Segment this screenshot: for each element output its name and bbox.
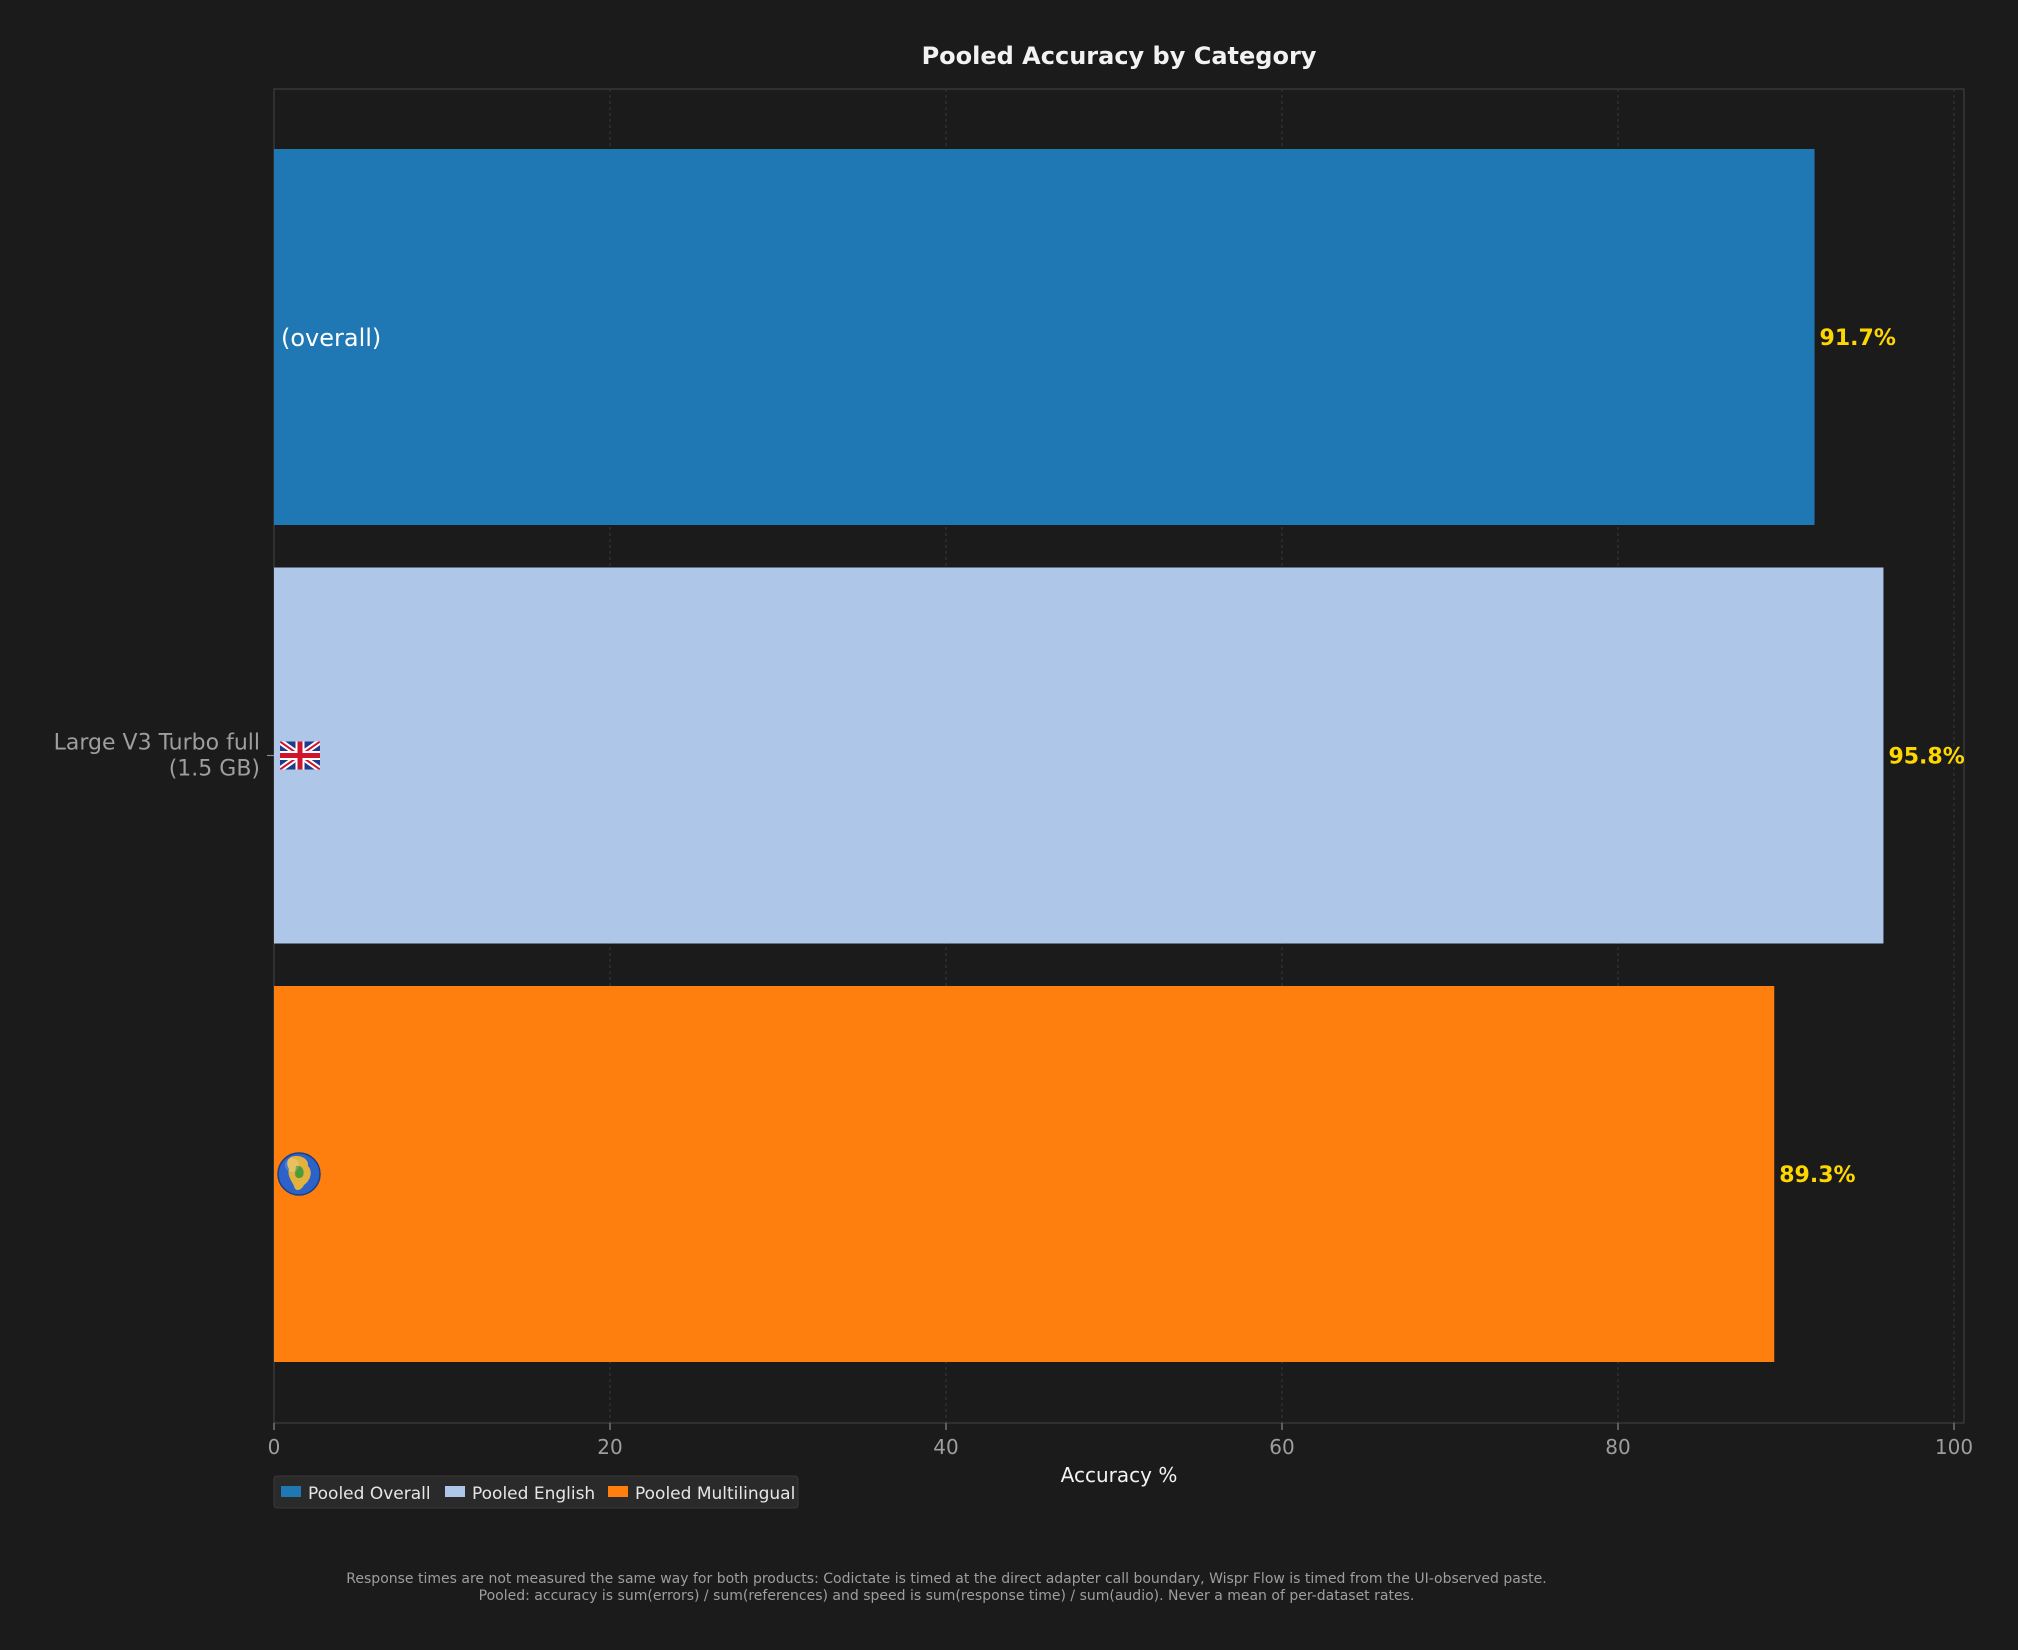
bar-pooled-english — [274, 567, 1884, 944]
bar-value-label: 89.3% — [1779, 1163, 1855, 1188]
bar-value-label: 91.7% — [1820, 326, 1896, 351]
chart-title: Pooled Accuracy by Category — [922, 42, 1317, 70]
bars: 91.7% (overall) 95.8% 89.3% — [274, 149, 1965, 1362]
x-tick-label: 100 — [1935, 1435, 1973, 1459]
bar-value-label: 95.8% — [1888, 745, 1964, 770]
footnote-line-2: Pooled: accuracy is sum(errors) / sum(re… — [478, 1588, 1415, 1604]
globe-icon — [277, 1152, 321, 1196]
legend-swatch — [281, 1486, 301, 1497]
x-axis-label: Accuracy % — [1061, 1463, 1178, 1487]
x-tick-label: 20 — [597, 1435, 622, 1459]
legend-swatch — [608, 1486, 628, 1497]
legend: Pooled Overall Pooled English Pooled Multi… — [273, 1475, 799, 1509]
y-category-label-line: Large V3 Turbo full — [54, 731, 260, 756]
legend-label: Pooled Overall — [308, 1484, 431, 1504]
x-tick-label: 80 — [1605, 1435, 1630, 1459]
x-tick-label: 40 — [933, 1435, 958, 1459]
bar-pooled-overall — [274, 149, 1815, 525]
legend-label: Pooled Multilingual — [635, 1484, 795, 1504]
x-tick-label: 60 — [1269, 1435, 1294, 1459]
bar-pooled-multilingual — [274, 986, 1775, 1362]
y-category-label-line: (1.5 GB) — [169, 757, 260, 782]
x-tick-label: 0 — [268, 1435, 281, 1459]
legend-label: Pooled English — [472, 1484, 595, 1504]
uk-flag-icon — [280, 741, 320, 770]
y-axis-category-label: Large V3 Turbo full(1.5 GB) — [54, 731, 274, 782]
x-axis: 0 20 40 60 80 100 — [268, 1423, 1973, 1459]
footnote-line-1: Response times are not measured the same… — [346, 1571, 1547, 1587]
legend-swatch — [445, 1486, 465, 1497]
bar-inline-label: (overall) — [281, 324, 381, 352]
legend-box — [273, 1475, 799, 1509]
